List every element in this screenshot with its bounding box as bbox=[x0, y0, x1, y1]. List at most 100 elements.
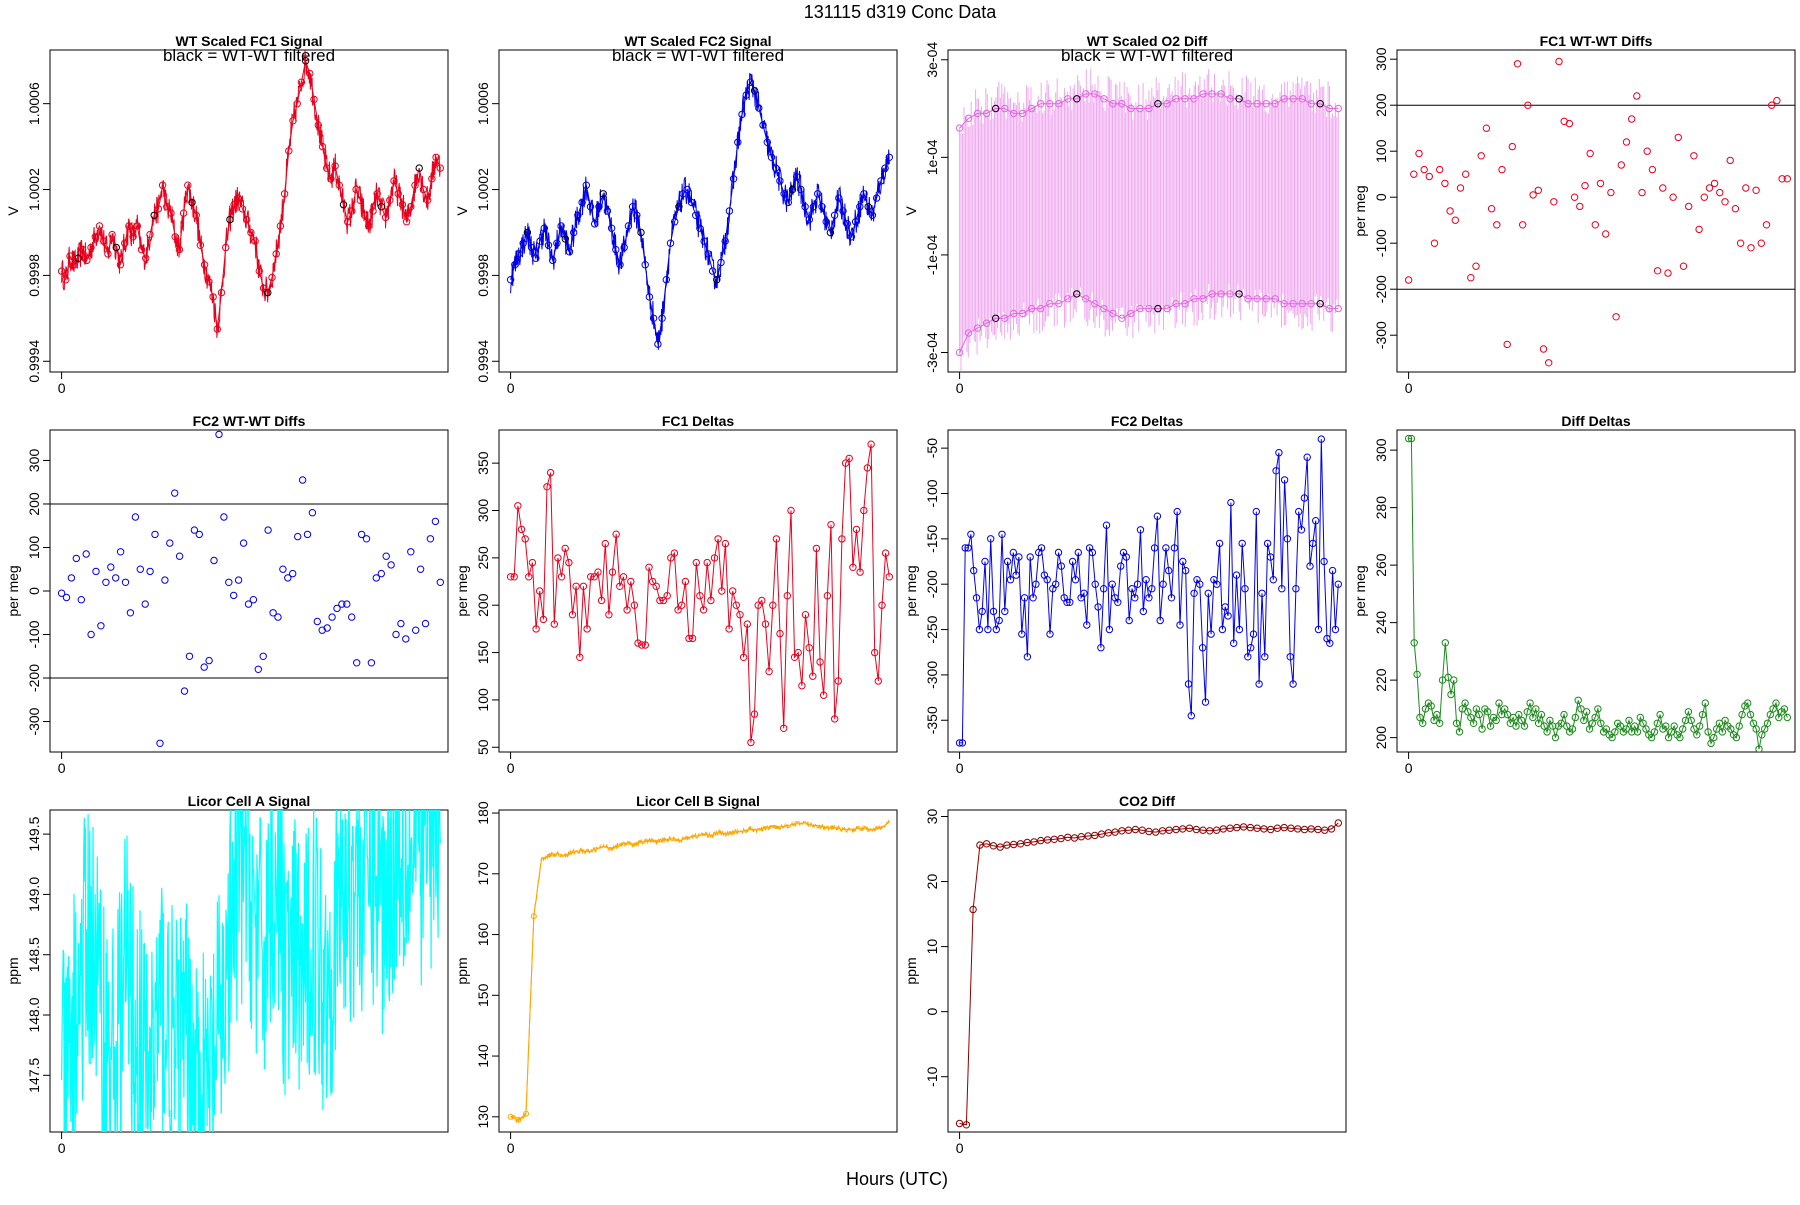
data-point bbox=[1064, 95, 1072, 103]
data-point bbox=[1747, 244, 1755, 252]
data-point bbox=[1295, 507, 1303, 516]
data-point bbox=[1571, 713, 1580, 722]
data-point bbox=[1272, 467, 1280, 475]
data-layer bbox=[506, 440, 893, 747]
y-tick-label: 150 bbox=[475, 983, 491, 1007]
data-point bbox=[699, 606, 708, 614]
data-point bbox=[565, 558, 573, 567]
data-point bbox=[352, 185, 360, 194]
y-tick-label: 200 bbox=[1373, 93, 1389, 117]
x-tick-label: 0 bbox=[956, 760, 964, 776]
data-point bbox=[607, 224, 616, 232]
data-point bbox=[654, 340, 662, 348]
data-point bbox=[1667, 728, 1676, 736]
data-point bbox=[1165, 566, 1173, 575]
data-point bbox=[769, 601, 777, 609]
panel-title: FC1 Deltas bbox=[662, 413, 735, 429]
data-point bbox=[1306, 562, 1314, 570]
data-point bbox=[507, 1113, 514, 1120]
data-point bbox=[1073, 95, 1081, 103]
data-point bbox=[619, 573, 628, 581]
data-point bbox=[1280, 300, 1288, 308]
data-point bbox=[377, 569, 385, 578]
data-point bbox=[1534, 186, 1543, 195]
data-point bbox=[1608, 733, 1616, 742]
data-point bbox=[1441, 639, 1450, 647]
data-point bbox=[1091, 90, 1099, 98]
data-point bbox=[1570, 193, 1579, 201]
data-point bbox=[772, 164, 780, 172]
data-point bbox=[1565, 119, 1574, 128]
data-point bbox=[1551, 733, 1560, 742]
data-point bbox=[398, 200, 407, 209]
data-point bbox=[1091, 580, 1099, 588]
data-point bbox=[1501, 705, 1509, 713]
data-point bbox=[1766, 710, 1775, 719]
data-point bbox=[797, 185, 805, 194]
data-point bbox=[225, 578, 233, 586]
data-point bbox=[1669, 193, 1677, 201]
data-point bbox=[1761, 725, 1769, 733]
data-point bbox=[1249, 630, 1258, 638]
panel-title: Licor Cell A Signal bbox=[188, 793, 311, 809]
data-point bbox=[77, 596, 86, 604]
data-point bbox=[845, 454, 853, 463]
data-point bbox=[1492, 716, 1500, 725]
y-tick-label: -300 bbox=[26, 707, 42, 735]
y-tick-label: -150 bbox=[924, 525, 940, 553]
data-point bbox=[805, 215, 813, 224]
data-point bbox=[540, 224, 548, 232]
data-point bbox=[1102, 521, 1111, 529]
data-point bbox=[1307, 100, 1315, 108]
data-point bbox=[1019, 109, 1027, 118]
data-point bbox=[1046, 630, 1054, 638]
data-point bbox=[703, 558, 711, 567]
y-tick-label: 220 bbox=[1373, 668, 1389, 692]
data-point bbox=[515, 250, 523, 258]
data-point bbox=[306, 69, 314, 78]
data-point bbox=[830, 211, 839, 220]
data-point bbox=[1280, 476, 1289, 484]
data-point bbox=[780, 724, 788, 732]
data-point bbox=[192, 211, 200, 220]
data-point bbox=[1088, 548, 1097, 557]
data-point bbox=[732, 601, 740, 609]
data-point bbox=[729, 587, 737, 595]
data-point bbox=[268, 273, 276, 282]
data-layer bbox=[507, 819, 890, 1124]
data-point bbox=[1167, 594, 1176, 602]
data-point bbox=[506, 573, 515, 581]
data-point bbox=[624, 222, 633, 230]
data-point bbox=[1607, 188, 1615, 197]
data-point bbox=[1662, 722, 1670, 730]
data-point bbox=[1475, 710, 1483, 719]
plot-frame bbox=[1396, 49, 1796, 373]
data-point bbox=[519, 239, 527, 247]
data-point bbox=[1267, 825, 1275, 834]
data-point bbox=[1097, 830, 1106, 838]
data-point bbox=[964, 544, 972, 552]
data-point bbox=[1325, 304, 1334, 313]
data-point bbox=[1763, 719, 1772, 727]
data-point bbox=[599, 190, 607, 198]
data-layer bbox=[61, 810, 441, 1132]
y-tick-label: -10 bbox=[924, 1066, 940, 1086]
data-point bbox=[129, 233, 137, 241]
data-point bbox=[982, 109, 991, 118]
panel-licor_a: Licor Cell A Signal ppm 147.5 148.0 148.5 149… bbox=[5, 793, 449, 1156]
data-point bbox=[595, 203, 603, 211]
data-point bbox=[517, 525, 526, 534]
data-point bbox=[1271, 100, 1279, 108]
data-point bbox=[852, 525, 861, 534]
data-point bbox=[1241, 585, 1249, 593]
x-tick-label: 0 bbox=[507, 380, 515, 396]
data-point bbox=[230, 200, 238, 209]
data-point bbox=[1749, 719, 1758, 727]
data-point bbox=[1512, 722, 1520, 730]
data-point bbox=[885, 153, 893, 162]
y-tick-label: 1.0002 bbox=[26, 168, 42, 211]
data-point bbox=[816, 658, 824, 666]
data-point bbox=[1262, 100, 1270, 108]
data-point bbox=[1182, 566, 1190, 575]
